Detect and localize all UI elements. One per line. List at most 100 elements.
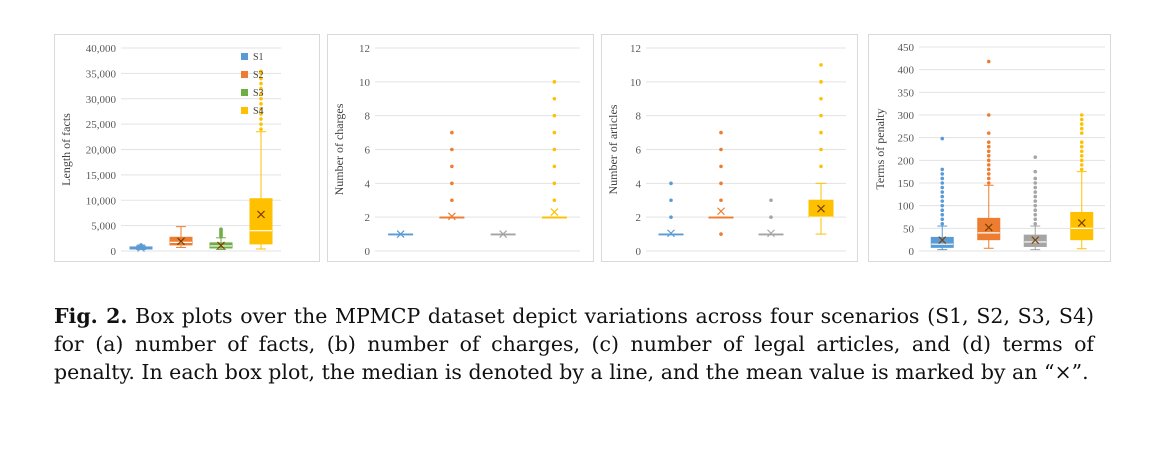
y-tick-label: 350: [898, 87, 915, 99]
outlier-point: [719, 130, 723, 135]
box-s2: [977, 59, 1001, 249]
outlier-point: [940, 136, 945, 141]
y-tick-label: 200: [898, 155, 915, 167]
box-s2: [439, 130, 465, 221]
y-tick-label: 30,000: [86, 94, 117, 106]
legend-label: S4: [253, 106, 264, 117]
mean-marker: [550, 208, 559, 217]
outlier-point: [219, 227, 223, 231]
outlier-point: [819, 147, 823, 152]
chart-panel-number-of-charges: 0 2 4 6 8 10 12 Number of charges: [327, 34, 594, 262]
outlier-point: [450, 164, 454, 169]
outlier-point: [259, 112, 263, 116]
outlier-point: [552, 80, 557, 84]
outlier-point: [1033, 155, 1038, 159]
legend-label: S2: [253, 70, 264, 81]
y-tick-label: 6: [365, 145, 371, 157]
mean-marker: [137, 244, 145, 252]
outlier-point: [1079, 163, 1084, 167]
box-s3: [490, 230, 516, 239]
outlier-point: [259, 69, 263, 74]
box-s4: [249, 69, 273, 250]
y-tick-label: 5,000: [91, 221, 116, 233]
y-tick-label: 450: [898, 42, 915, 54]
outlier-point: [450, 181, 454, 186]
mean-marker: [767, 229, 775, 238]
outlier-point: [940, 181, 945, 185]
box-s2: [708, 130, 734, 236]
outlier-point: [1033, 185, 1038, 190]
outlier-point: [940, 208, 945, 212]
mean-marker: [817, 204, 825, 213]
chart-panel-terms-of-penalty: 0 50 100 150 200 250 300 350 400 450 Terms of pena…: [868, 34, 1111, 262]
y-tick-label: 12: [630, 43, 641, 55]
chart-svg-2: 0 2 4 6 8 10 12 Number of charges: [332, 43, 580, 258]
mean-marker: [217, 241, 225, 250]
mean-marker: [1077, 218, 1086, 227]
outlier-point: [986, 154, 991, 158]
outlier-point: [552, 181, 557, 186]
outlier-point: [259, 91, 263, 96]
legend-swatch: [241, 53, 248, 60]
y-tick-label: 50: [903, 223, 915, 235]
box-s4: [541, 80, 567, 219]
outlier-point: [1033, 217, 1038, 222]
outlier-point: [1033, 208, 1038, 212]
mean-marker: [938, 236, 947, 245]
mean-marker: [396, 230, 405, 239]
outlier-point: [450, 130, 454, 135]
mean-marker: [257, 210, 265, 219]
outlier-point: [940, 190, 945, 194]
y-tick-label: 35,000: [86, 68, 117, 80]
y-tick-label: 150: [898, 178, 915, 190]
mean-marker: [1031, 236, 1040, 245]
chart-panel-length-of-facts: 0 5,000 10,000 15,000 20,000 25,000 30,000 35,0…: [54, 34, 320, 262]
box-iqr: [977, 217, 1001, 241]
outlier-point: [986, 167, 991, 172]
legend-label: S1: [253, 52, 264, 63]
outlier-point: [1033, 190, 1038, 194]
outlier-point: [1033, 194, 1038, 199]
outlier-point: [940, 167, 945, 172]
y-axis-label: Number of charges: [332, 103, 346, 195]
outlier-point: [552, 96, 557, 101]
box-iqr: [249, 198, 273, 245]
legend-swatch: [241, 107, 248, 114]
outlier-point: [940, 212, 945, 217]
box-s3: [758, 198, 784, 238]
outlier-point: [940, 199, 945, 203]
outlier-point: [769, 198, 773, 203]
y-tick-label: 12: [359, 43, 370, 55]
outlier-point: [986, 181, 991, 185]
y-tick-label: 2: [636, 212, 642, 224]
y-axis-label: Terms of penalty: [873, 108, 887, 189]
box-s1: [658, 181, 684, 238]
outlier-point: [1079, 140, 1084, 144]
y-tick-label: 8: [365, 111, 371, 123]
outlier-point: [986, 131, 991, 135]
y-tick-label: 4: [636, 178, 642, 190]
outlier-point: [450, 198, 454, 203]
caption-label: Fig. 2.: [54, 304, 128, 328]
outlier-point: [819, 63, 823, 67]
legend-label: S3: [253, 88, 264, 99]
y-tick-label: 10,000: [86, 195, 117, 207]
outlier-point: [139, 243, 143, 247]
y-tick-label: 300: [898, 110, 915, 122]
outlier-point: [769, 215, 773, 219]
y-tick-label: 10: [630, 77, 642, 89]
mean-marker: [177, 237, 185, 246]
outlier-point: [819, 130, 823, 135]
outlier-point: [259, 86, 263, 91]
outlier-point: [986, 144, 991, 149]
mean-marker: [499, 230, 508, 239]
outlier-point: [1079, 131, 1084, 135]
box-s3: [209, 227, 233, 250]
outlier-point: [940, 222, 945, 226]
outlier-point: [986, 140, 991, 144]
y-tick-label: 20,000: [86, 145, 117, 157]
outlier-point: [940, 172, 945, 176]
outlier-point: [1033, 203, 1038, 208]
outlier-point: [1079, 113, 1084, 117]
box-s4: [1070, 113, 1094, 250]
